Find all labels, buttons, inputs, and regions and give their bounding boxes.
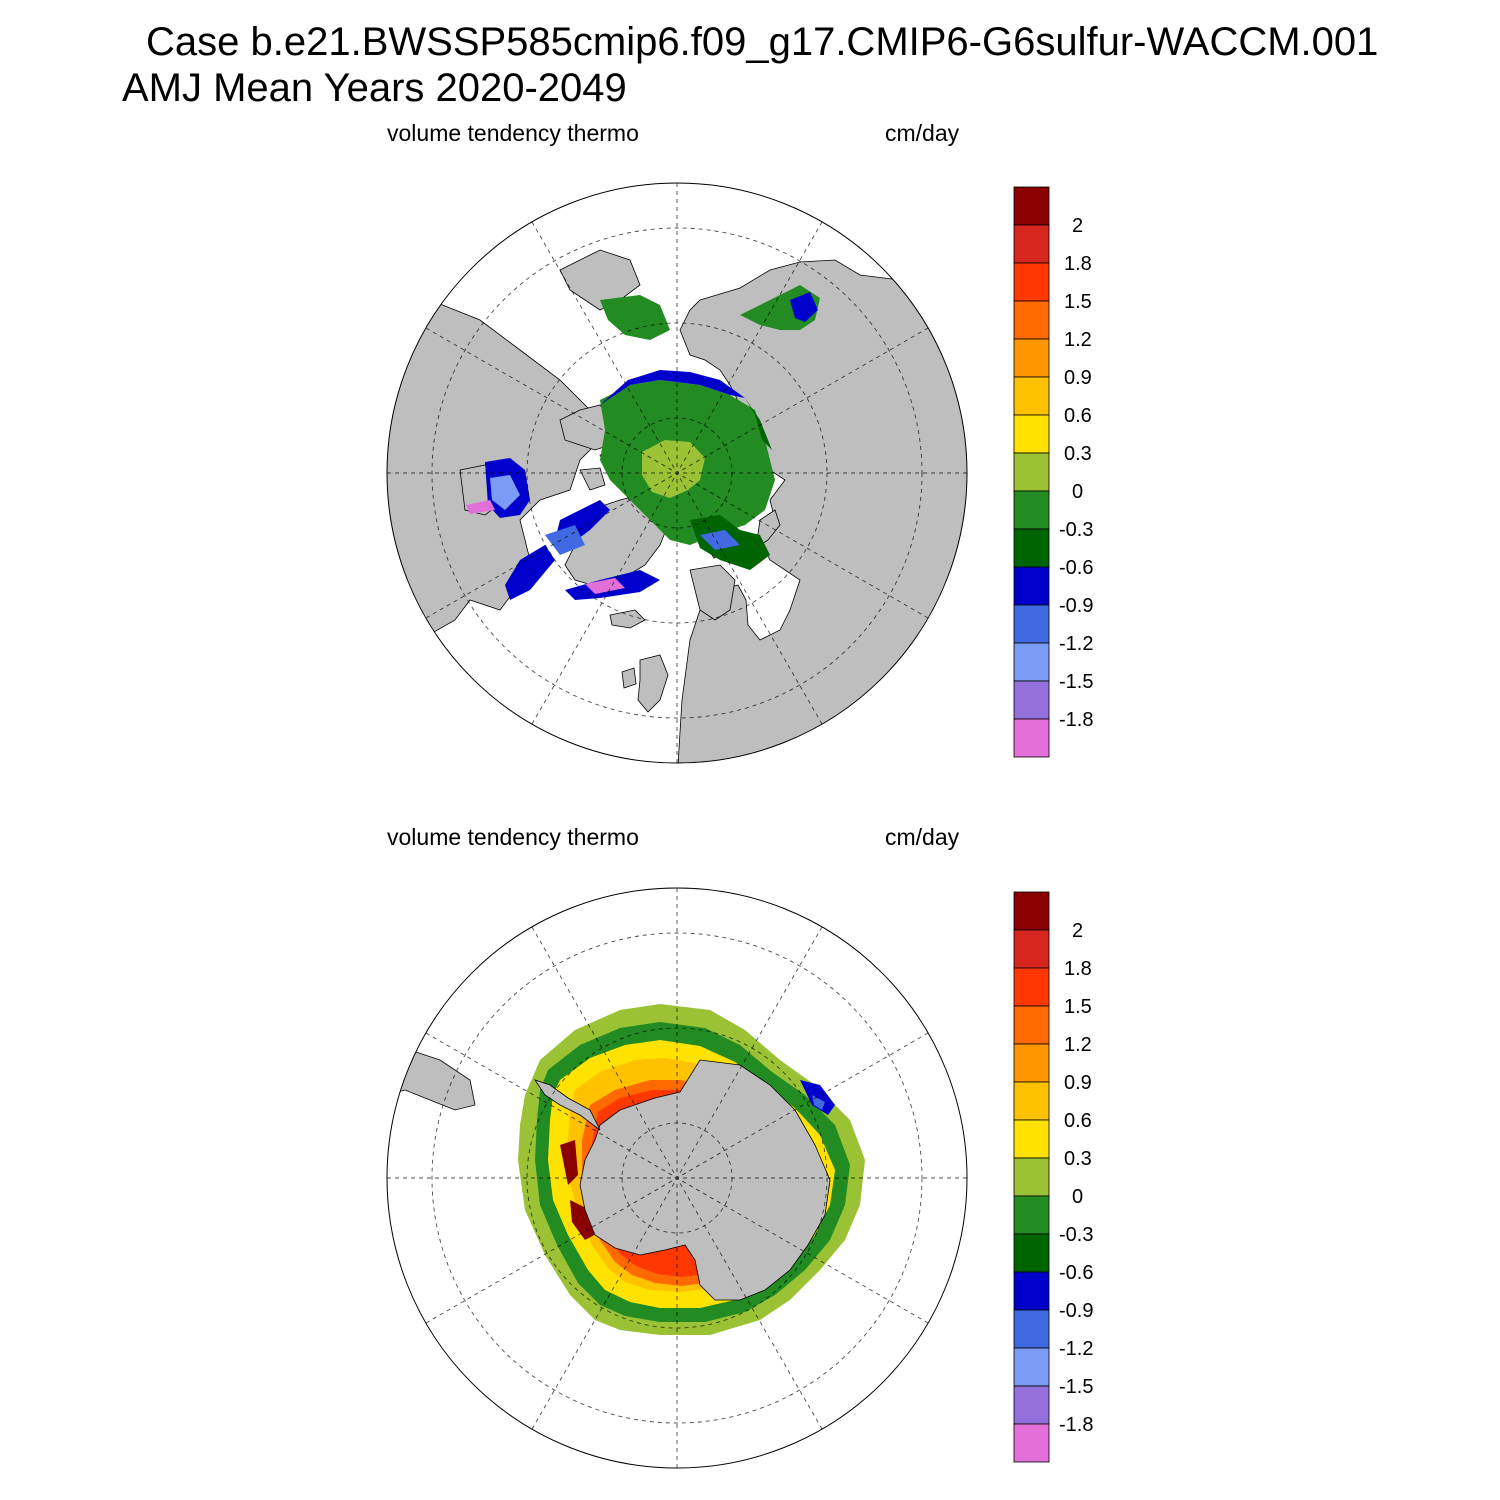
- colorbar-top-swatch: [1013, 186, 1050, 226]
- antarctic-map: [386, 887, 968, 1469]
- colorbar-top-tick-label: -1.8: [1059, 709, 1093, 731]
- colorbar-bottom-tick-label: -0.3: [1059, 1224, 1093, 1246]
- british-isles: [637, 654, 669, 713]
- colorbar-top-tick-label: 1.8: [1064, 253, 1092, 275]
- arctic-map: [386, 182, 968, 764]
- colorbar-top-swatch: [1013, 680, 1050, 720]
- colorbar-bottom-tick-label: 1.5: [1064, 996, 1092, 1018]
- colorbar-top: 2 1.8 1.5 1.2 0.9 0.6 0.3 0 -0.3 -0.6 -0.9 -1.2 -1.5…: [1013, 186, 1093, 758]
- antarctic-map-border: [386, 887, 968, 1469]
- antarctica-landmass: [579, 1059, 831, 1301]
- arctic-land: [387, 249, 967, 763]
- colorbar-bottom-tick-label: 0.6: [1064, 1110, 1092, 1132]
- colorbar-top-swatch: [1013, 566, 1050, 606]
- colorbar-bottom-swatch: [1013, 1005, 1050, 1045]
- colorbar-bottom-swatch: [1013, 929, 1050, 969]
- scandinavia-landmass: [689, 564, 736, 621]
- figure-title: Case b.e21.BWSSP585cmip6.f09_g17.CMIP6-G…: [146, 20, 1379, 64]
- colorbar-bottom-swatch: [1013, 1385, 1050, 1425]
- colorbar-top-swatch: [1013, 718, 1050, 758]
- antarctic-peninsula: [534, 1079, 601, 1131]
- colorbar-top-tick-label: 1.5: [1064, 291, 1092, 313]
- colorbar-top-swatch: [1013, 224, 1050, 264]
- colorbar-bottom-swatch: [1013, 1157, 1050, 1197]
- colorbar-bottom-swatch: [1013, 1081, 1050, 1121]
- colorbar-top-tick-label: 0.9: [1064, 367, 1092, 389]
- colorbar-bottom-tick-label: 2: [1072, 920, 1083, 942]
- colorbar-bottom-swatch: [1013, 1271, 1050, 1311]
- colorbar-bottom-swatch: [1013, 1043, 1050, 1083]
- colorbar-bottom-swatch: [1013, 891, 1050, 931]
- antarctic-graticule: [387, 888, 967, 1468]
- colorbar-top-swatch: [1013, 642, 1050, 682]
- colorbar-bottom-swatch: [1013, 1195, 1050, 1235]
- arctic-graticule: [387, 183, 967, 763]
- colorbar-top-swatch: [1013, 376, 1050, 416]
- colorbar-bottom-tick-label: -0.6: [1059, 1262, 1093, 1284]
- colorbar-top-tick-label: -0.3: [1059, 519, 1093, 541]
- colorbar-top-tick-label: 0.6: [1064, 405, 1092, 427]
- colorbar-bottom-swatch: [1013, 1423, 1050, 1463]
- panel-2-variable-label: volume tendency thermo: [387, 824, 639, 850]
- panel-2-units-label: cm/day: [885, 824, 960, 850]
- colorbar-top-swatch: [1013, 528, 1050, 568]
- colorbar-top-swatch: [1013, 300, 1050, 340]
- colorbar-bottom-tick-label: 0.3: [1064, 1148, 1092, 1170]
- colorbar-top-tick-label: -1.2: [1059, 633, 1093, 655]
- colorbar-top-tick-label: 1.2: [1064, 329, 1092, 351]
- colorbar-bottom: 2 1.8 1.5 1.2 0.9 0.6 0.3 0 -0.3 -0.6 -0.9 -1.2 -1.5…: [1013, 891, 1093, 1463]
- colorbar-top-swatch: [1013, 338, 1050, 378]
- colorbar-bottom-swatch: [1013, 1233, 1050, 1273]
- colorbar-bottom-swatch: [1013, 1309, 1050, 1349]
- colorbar-top-swatch: [1013, 604, 1050, 644]
- colorbar-top-tick-label: -1.5: [1059, 671, 1093, 693]
- colorbar-top-tick-label: 0.3: [1064, 443, 1092, 465]
- colorbar-bottom-tick-label: 1.2: [1064, 1034, 1092, 1056]
- colorbar-bottom-swatch: [1013, 1119, 1050, 1159]
- colorbar-bottom-tick-label: 0.9: [1064, 1072, 1092, 1094]
- colorbar-bottom-swatch: [1013, 1347, 1050, 1387]
- colorbar-bottom-tick-label: 1.8: [1064, 958, 1092, 980]
- colorbar-top-swatch: [1013, 262, 1050, 302]
- iceland-landmass: [609, 609, 646, 629]
- colorbar-top-tick-label: 0: [1072, 481, 1083, 503]
- colorbar-top-tick-label: 2: [1072, 215, 1083, 237]
- panel-1-variable-label: volume tendency thermo: [387, 120, 639, 146]
- colorbar-top-swatch: [1013, 490, 1050, 530]
- colorbar-top-swatch: [1013, 414, 1050, 454]
- figure-subtitle: AMJ Mean Years 2020-2049: [122, 66, 627, 110]
- colorbar-top-swatch: [1013, 452, 1050, 492]
- colorbar-top-tick-label: -0.6: [1059, 557, 1093, 579]
- colorbar-bottom-tick-label: -1.5: [1059, 1376, 1093, 1398]
- arctic-map-border: [386, 182, 968, 764]
- colorbar-top-tick-label: -0.9: [1059, 595, 1093, 617]
- colorbar-bottom-tick-label: 0: [1072, 1186, 1083, 1208]
- colorbar-bottom-tick-label: -1.2: [1059, 1338, 1093, 1360]
- colorbar-bottom-tick-label: -1.8: [1059, 1414, 1093, 1436]
- colorbar-bottom-tick-label: -0.9: [1059, 1300, 1093, 1322]
- colorbar-bottom-swatch: [1013, 967, 1050, 1007]
- panel-1-units-label: cm/day: [885, 120, 960, 146]
